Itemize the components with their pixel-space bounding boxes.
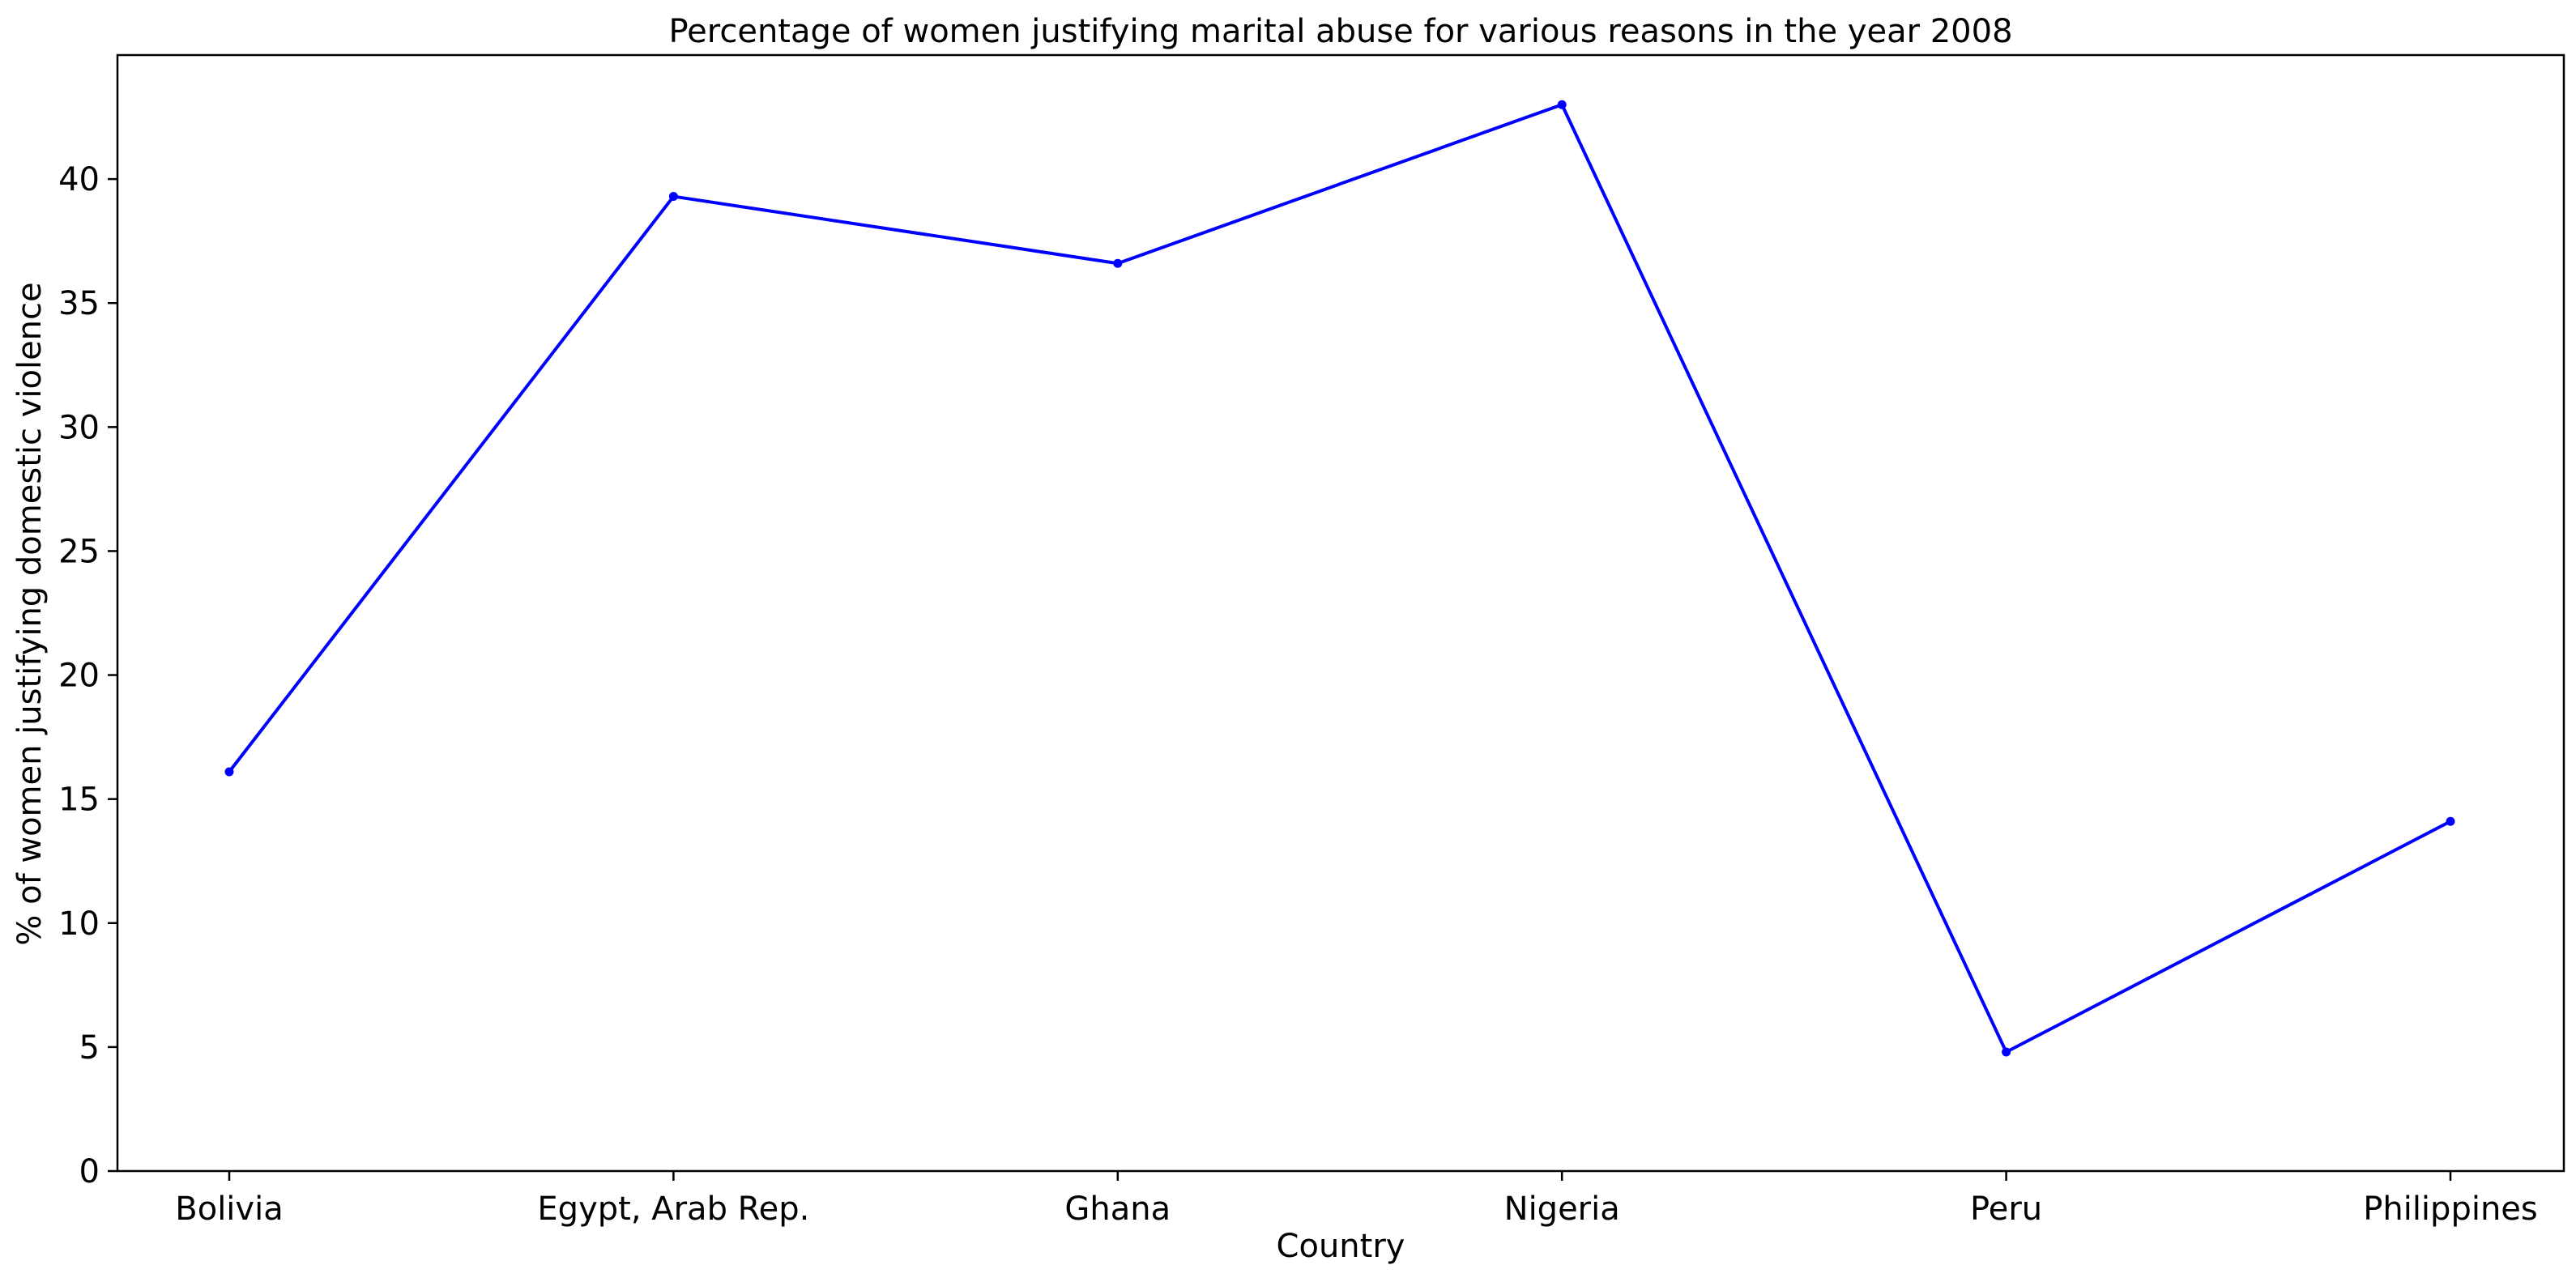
x-tick-label: Peru xyxy=(1970,1190,2042,1228)
data-point xyxy=(2446,816,2455,826)
x-tick-label: Nigeria xyxy=(1504,1190,1620,1228)
plot-frame xyxy=(116,53,2565,1173)
y-tick-label: 5 xyxy=(79,1029,100,1067)
y-axis-ticks: 0 5 10 15 20 25 30 35 40 xyxy=(58,161,117,1190)
y-tick-label: 20 xyxy=(58,658,100,695)
y-tick-label: 40 xyxy=(58,161,100,198)
data-point xyxy=(224,767,234,777)
y-axis-label: % of women justifying domestic violence xyxy=(11,282,49,945)
x-axis-ticks: Bolivia Egypt, Arab Rep. Ghana Nigeria Peru P… xyxy=(175,1171,2538,1228)
y-tick-label: 30 xyxy=(58,409,100,446)
y-tick-label: 35 xyxy=(58,285,100,322)
data-point xyxy=(1113,258,1123,268)
series-line xyxy=(228,103,2452,1054)
data-point xyxy=(1557,100,1567,109)
y-tick-label: 25 xyxy=(58,533,100,570)
y-tick-label: 10 xyxy=(58,905,100,943)
x-tick-label: Philippines xyxy=(2363,1190,2538,1228)
data-point xyxy=(668,192,678,202)
y-tick-label: 0 xyxy=(79,1153,100,1190)
y-tick-label: 15 xyxy=(58,782,100,819)
x-tick-label: Egypt, Arab Rep. xyxy=(537,1190,809,1228)
x-tick-label: Bolivia xyxy=(175,1190,283,1228)
chart-title: Percentage of women justifying marital a… xyxy=(668,13,2012,50)
x-axis-label: Country xyxy=(1277,1228,1405,1265)
series-points xyxy=(224,100,2455,1057)
data-point xyxy=(2002,1047,2011,1057)
x-tick-label: Ghana xyxy=(1064,1190,1171,1228)
